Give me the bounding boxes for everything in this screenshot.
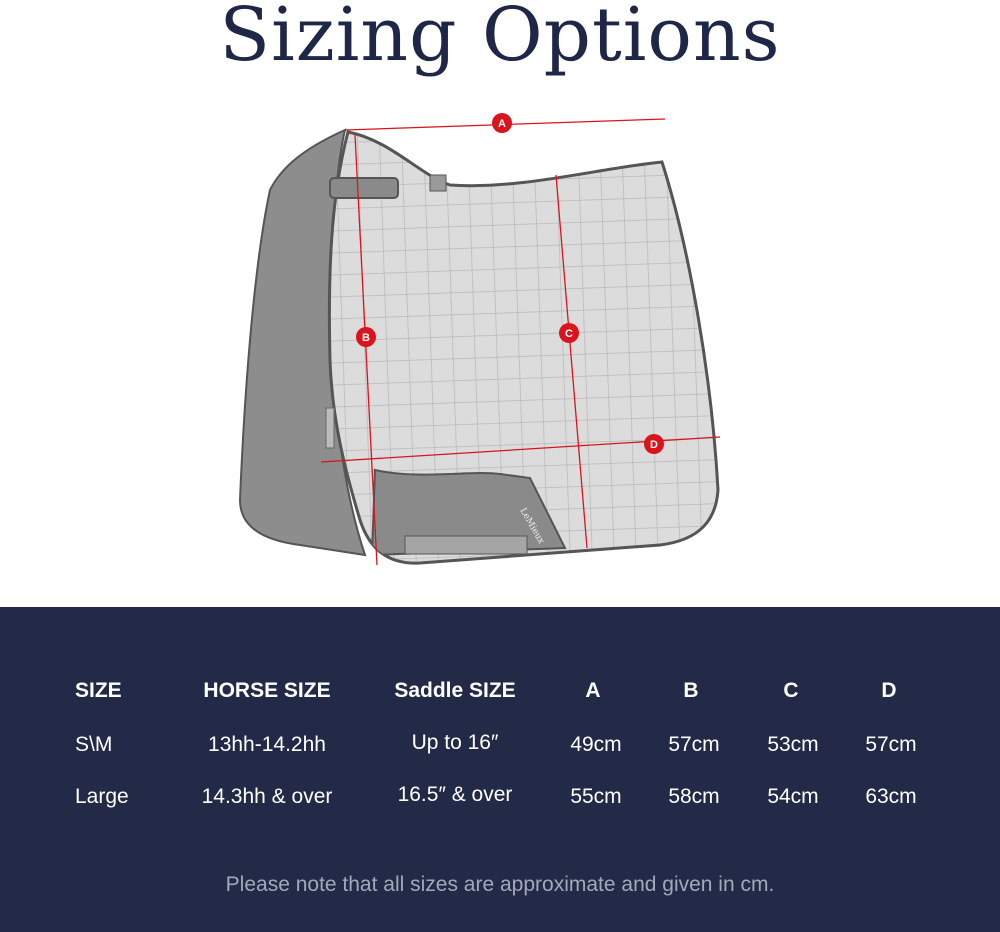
page-title: Sizing Options xyxy=(219,0,781,78)
cell-size: Large xyxy=(75,785,129,808)
svg-text:B: B xyxy=(362,332,370,344)
cell-a: 49cm xyxy=(570,733,622,756)
saddle-pad-diagram: LeMieux A B C D xyxy=(238,113,721,566)
marker-b: B xyxy=(356,327,376,347)
cell-saddle-size: Up to 16″ xyxy=(411,731,499,754)
header-c: C xyxy=(783,679,799,702)
header-size: SIZE xyxy=(75,679,122,702)
marker-a: A xyxy=(492,113,512,133)
marker-c: C xyxy=(559,323,579,343)
svg-text:D: D xyxy=(650,439,658,451)
svg-text:C: C xyxy=(565,328,573,340)
cell-horse-size: 14.3hh & over xyxy=(201,785,333,808)
cell-size: S\M xyxy=(75,733,113,756)
header-saddle-size: Saddle SIZE xyxy=(394,679,516,702)
cell-d: 57cm xyxy=(865,733,917,756)
header-b: B xyxy=(683,679,699,702)
header-a: A xyxy=(585,679,601,702)
cell-d: 63cm xyxy=(865,785,917,808)
header-horse-size: HORSE SIZE xyxy=(203,679,331,702)
cell-c: 53cm xyxy=(767,733,819,756)
cell-saddle-size: 16.5″ & over xyxy=(397,783,513,806)
cell-c: 54cm xyxy=(767,785,819,808)
cell-b: 58cm xyxy=(668,785,720,808)
cell-horse-size: 13hh-14.2hh xyxy=(208,733,326,756)
header-d: D xyxy=(881,679,897,702)
svg-text:A: A xyxy=(498,118,506,130)
cell-b: 57cm xyxy=(668,733,720,756)
size-table-panel: SIZE HORSE SIZE Saddle SIZE A B C D S\M … xyxy=(0,607,1000,932)
marker-d: D xyxy=(644,434,664,454)
sizing-note: Please note that all sizes are approxima… xyxy=(225,873,775,896)
cell-a: 55cm xyxy=(570,785,622,808)
